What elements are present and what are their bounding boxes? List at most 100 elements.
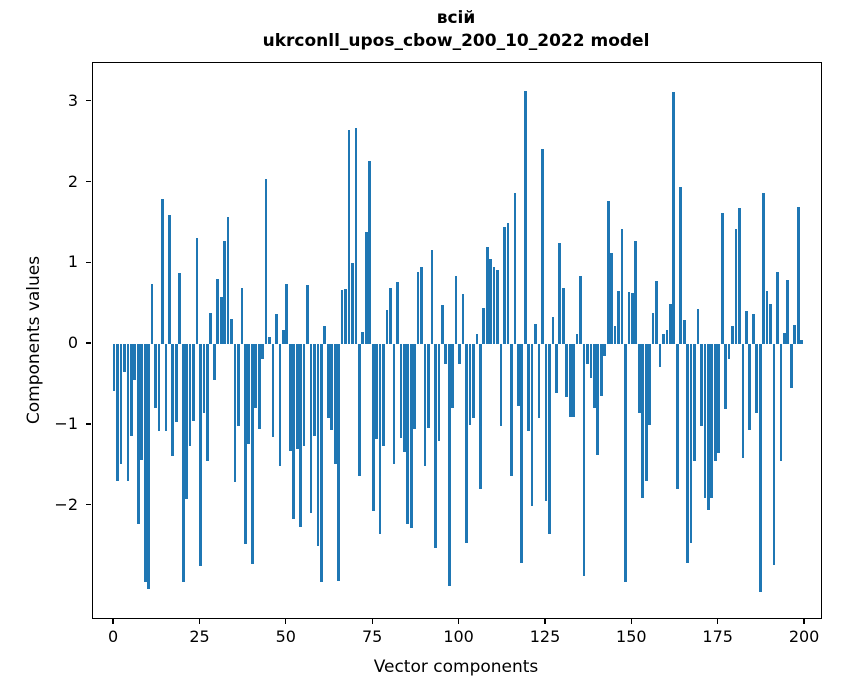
bar-50 <box>285 283 289 345</box>
bar-49 <box>282 329 285 345</box>
x-tick-label-150: 150 <box>616 627 647 646</box>
bar-48 <box>278 344 282 467</box>
bar-12 <box>154 344 157 408</box>
y-tick-mark--2 <box>85 504 91 506</box>
bar-21 <box>185 344 188 500</box>
bar-70 <box>354 127 358 345</box>
bar-14 <box>161 198 164 345</box>
bar-60 <box>320 344 323 583</box>
bar-103 <box>468 344 472 425</box>
bar-98 <box>451 344 455 408</box>
plot-area <box>92 62 822 619</box>
bar-163 <box>675 344 679 490</box>
bar-199 <box>800 340 804 345</box>
bar-123 <box>537 344 541 418</box>
bar-46 <box>271 344 275 437</box>
chart-subtitle: ukrconll_upos_cbow_200_10_2022 model <box>262 31 650 51</box>
y-tick-mark-2 <box>85 180 91 183</box>
bar-151 <box>634 240 638 345</box>
bar-105 <box>475 334 479 345</box>
bar-152 <box>637 344 641 413</box>
x-tick-label-100: 100 <box>443 627 474 646</box>
bar-102 <box>465 344 468 543</box>
bar-29 <box>212 344 216 381</box>
y-tick-label--2: −2 <box>54 494 78 514</box>
bar-176 <box>720 213 724 345</box>
bar-106 <box>478 344 482 490</box>
x-tick-mark-100 <box>457 618 460 624</box>
y-tick-mark-3 <box>85 100 91 102</box>
bar-170 <box>700 344 703 426</box>
bar-166 <box>686 344 689 563</box>
y-tick-label--1: −1 <box>54 413 78 433</box>
bar-161 <box>669 303 672 345</box>
bar-64 <box>333 344 337 465</box>
bar-34 <box>230 319 233 345</box>
bar-195 <box>786 280 790 345</box>
bar-26 <box>202 344 206 413</box>
bar-196 <box>789 344 793 389</box>
bar-131 <box>565 344 569 397</box>
bar-33 <box>226 216 230 345</box>
bar-1 <box>116 344 119 481</box>
bar-107 <box>482 307 486 345</box>
y-tick-mark-0 <box>85 342 91 344</box>
bar-59 <box>316 344 320 547</box>
bar-31 <box>219 296 223 345</box>
bar-89 <box>420 267 423 345</box>
bar-198 <box>796 206 800 345</box>
bar-109 <box>489 259 493 345</box>
bar-86 <box>409 344 413 529</box>
bar-122 <box>534 323 537 345</box>
bar-116 <box>513 193 517 345</box>
bar-155 <box>648 344 651 425</box>
bar-56 <box>306 285 309 345</box>
x-tick-label-0: 0 <box>108 627 119 646</box>
bar-54 <box>299 344 303 528</box>
bar-17 <box>171 344 175 457</box>
bar-146 <box>617 290 620 345</box>
bar-43 <box>261 344 264 360</box>
bar-192 <box>776 272 779 345</box>
bar-25 <box>199 344 202 567</box>
bar-51 <box>288 344 292 451</box>
bar-182 <box>741 344 745 458</box>
bar-118 <box>520 344 524 563</box>
bar-15 <box>164 344 168 432</box>
bar-36 <box>237 344 240 426</box>
x-axis-label: Vector components <box>373 657 539 677</box>
bar-169 <box>696 309 700 345</box>
bar-85 <box>406 344 410 525</box>
bar-175 <box>717 344 721 454</box>
bar-181 <box>738 208 741 345</box>
bar-32 <box>223 240 226 345</box>
chart-title-block: всій ukrconll_upos_cbow_200_10_2022 mode… <box>92 7 820 53</box>
bar-5 <box>130 344 133 437</box>
x-tick-mark-125 <box>544 618 546 624</box>
bar-177 <box>724 344 727 410</box>
x-tick-label-200: 200 <box>788 627 820 646</box>
bar-187 <box>758 344 762 593</box>
x-tick-mark-0 <box>112 618 114 624</box>
bar-65 <box>337 344 341 581</box>
bar-78 <box>382 344 385 446</box>
bar-82 <box>396 281 399 345</box>
x-tick-mark-200 <box>803 618 805 624</box>
bar-113 <box>503 227 506 345</box>
bar-100 <box>458 344 461 365</box>
bar-27 <box>206 344 209 462</box>
bar-42 <box>257 344 261 429</box>
bar-174 <box>713 344 717 462</box>
x-tick-mark-150 <box>630 618 632 624</box>
bar-88 <box>416 272 420 345</box>
bar-121 <box>530 344 534 506</box>
bar-128 <box>554 344 558 393</box>
bar-141 <box>599 344 603 396</box>
x-tick-mark-75 <box>371 618 373 624</box>
bar-99 <box>454 275 458 345</box>
bar-112 <box>499 344 503 426</box>
bar-134 <box>575 334 579 345</box>
bar-81 <box>392 344 396 465</box>
bar-125 <box>544 344 548 501</box>
